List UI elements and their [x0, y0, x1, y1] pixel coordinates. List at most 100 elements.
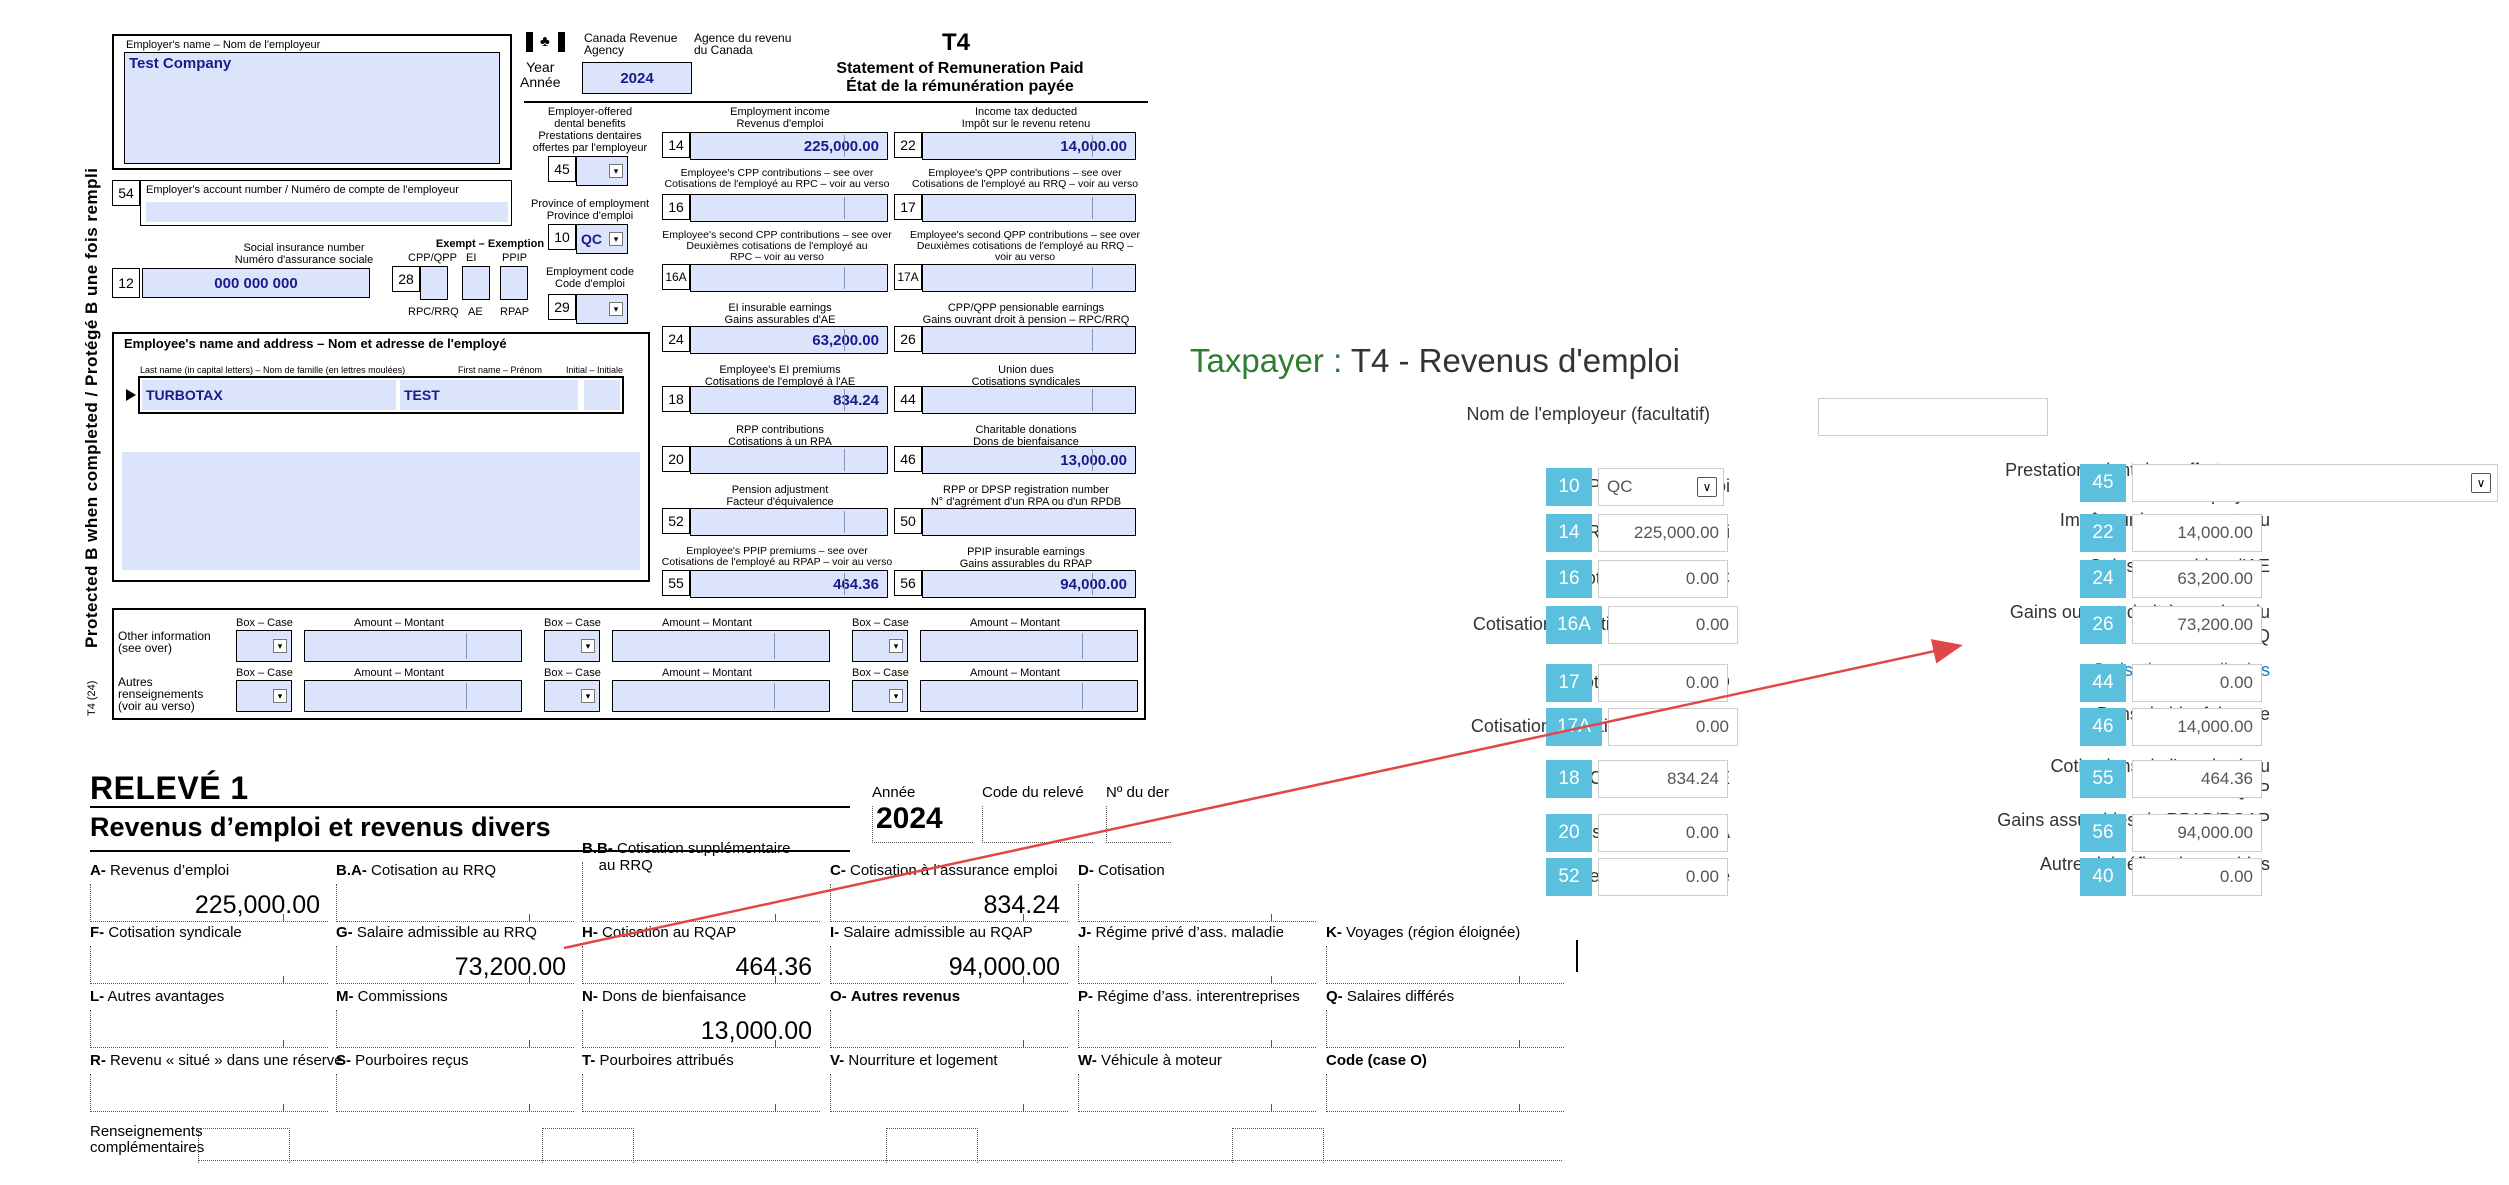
- releve-cell-q[interactable]: Q- Salaires différés: [1326, 988, 1564, 1050]
- tp-input-20[interactable]: 0.00: [1598, 814, 1728, 852]
- tp-input-55[interactable]: 464.36: [2132, 760, 2262, 798]
- renseignements-field-1[interactable]: [198, 1128, 290, 1163]
- other-info-amount-field[interactable]: [920, 630, 1138, 662]
- other-info-dropdown-icon: ▾: [889, 639, 903, 653]
- releve-cell-b[interactable]: B.A- Cotisation au RRQ: [336, 862, 574, 924]
- dental-label: Employer-offered dental benefits Prestat…: [532, 106, 648, 154]
- ppip-premiums-field[interactable]: 464.36: [690, 570, 888, 598]
- employer-name-field[interactable]: Test Company: [124, 52, 500, 164]
- tp-input-22[interactable]: 14,000.00: [2132, 514, 2262, 552]
- address-field[interactable]: [122, 452, 640, 570]
- donations-field[interactable]: 13,000.00: [922, 446, 1136, 474]
- tp-input-52[interactable]: 0.00: [1598, 858, 1728, 896]
- ei-premiums-field[interactable]: 834.24: [690, 386, 888, 414]
- releve-cell-i[interactable]: I- Salaire admissible au RQAP 94,000.00: [830, 924, 1068, 986]
- releve-cell-a[interactable]: A- Revenus d’emploi 225,000.00: [90, 862, 328, 924]
- exempt-ei-field[interactable]: [462, 266, 490, 300]
- dental-select[interactable]: ▾: [576, 156, 628, 186]
- initial-field[interactable]: [584, 380, 620, 410]
- province-select[interactable]: QC ▾: [576, 224, 628, 254]
- tp-input-14[interactable]: 225,000.00: [1598, 514, 1728, 552]
- tp-input-46[interactable]: 14,000.00: [2132, 708, 2262, 746]
- qpp-field[interactable]: [922, 194, 1136, 222]
- cpp2-field[interactable]: [690, 264, 888, 292]
- income-tax-field[interactable]: 14,000.00: [922, 132, 1136, 160]
- cpp-field[interactable]: [690, 194, 888, 222]
- other-info-box-select[interactable]: ▾: [236, 630, 292, 662]
- tp-input-40[interactable]: 0.00: [2132, 858, 2262, 896]
- renseignements-field-2[interactable]: [542, 1128, 634, 1163]
- label-14: Employment income Revenus d'emploi: [730, 106, 830, 130]
- other-info-amount-field[interactable]: [304, 630, 522, 662]
- code-releve-field[interactable]: [982, 806, 1093, 843]
- releve-cell-co[interactable]: Code (case O): [1326, 1052, 1564, 1114]
- pensionable-earnings-field[interactable]: [922, 326, 1136, 354]
- releve-cell-bb[interactable]: B.B- Cotisation supplémentaire au RRQ: [582, 840, 820, 924]
- union-dues-field[interactable]: [922, 386, 1136, 414]
- other-info-box-select[interactable]: ▾: [236, 680, 292, 712]
- releve-cell-p[interactable]: P- Régime d’ass. interentreprises: [1078, 988, 1316, 1050]
- releve-cell-n[interactable]: N- Dons de bienfaisance 13,000.00: [582, 988, 820, 1050]
- releve-cell-s[interactable]: S- Pourboires reçus: [336, 1052, 574, 1114]
- exempt-ppip-field[interactable]: [500, 266, 528, 300]
- pension-adjustment-field[interactable]: [690, 508, 888, 536]
- other-info-amount-field[interactable]: [612, 630, 830, 662]
- releve-value: 13,000.00: [700, 1017, 812, 1045]
- form-title-en: Statement of Remuneration Paid: [836, 60, 1084, 77]
- no-dernier-field[interactable]: [1106, 806, 1171, 843]
- tp-province-select[interactable]: QC ∨: [1598, 468, 1724, 506]
- releve-cell-k[interactable]: K- Voyages (région éloignée): [1326, 924, 1564, 986]
- tp-input-17[interactable]: 0.00: [1598, 664, 1728, 702]
- tp-input-44[interactable]: 0.00: [2132, 664, 2262, 702]
- exempt-cpp-field[interactable]: [420, 266, 448, 300]
- other-info-amount-field[interactable]: [920, 680, 1138, 712]
- employer-name-input[interactable]: [1818, 398, 2048, 436]
- releve-label: Nourriture et logement: [848, 1052, 998, 1069]
- releve-cell-t[interactable]: T- Pourboires attribués: [582, 1052, 820, 1114]
- releve-cell-w[interactable]: W- Véhicule à moteur: [1078, 1052, 1316, 1114]
- tp-dental-select[interactable]: ∨: [2132, 464, 2498, 502]
- releve-cell-j[interactable]: J- Régime privé d’ass. maladie: [1078, 924, 1316, 986]
- rpp-registration-field[interactable]: [922, 508, 1136, 536]
- tp-input-16[interactable]: 0.00: [1598, 560, 1728, 598]
- releve-cell-d[interactable]: D- Cotisation: [1078, 862, 1316, 924]
- tp-input-18[interactable]: 834.24: [1598, 760, 1728, 798]
- tp-input-value: 0.00: [2219, 673, 2253, 692]
- releve-cell-m[interactable]: M- Commissions: [336, 988, 574, 1050]
- tp-input-value: 464.36: [2201, 769, 2253, 788]
- releve-cell-l[interactable]: L- Autres avantages: [90, 988, 328, 1050]
- releve-cell-r[interactable]: R- Revenu « situé » dans une réserve: [90, 1052, 343, 1114]
- taxpayer-title: Taxpayer : T4 - Revenus d'emploi: [1190, 342, 1680, 380]
- rpp-field[interactable]: [690, 446, 888, 474]
- tp-input-56[interactable]: 94,000.00: [2132, 814, 2262, 852]
- renseignements-field-3[interactable]: [886, 1128, 978, 1163]
- releve-cell-h[interactable]: H- Cotisation au RQAP 464.36: [582, 924, 820, 986]
- other-info-box-select[interactable]: ▾: [852, 680, 908, 712]
- other-info-box-select[interactable]: ▾: [852, 630, 908, 662]
- releve-value: 225,000.00: [194, 891, 320, 919]
- sin-field[interactable]: 000 000 000: [142, 268, 370, 298]
- employment-income-field[interactable]: 225,000.00: [690, 132, 888, 160]
- renseignements-field-4[interactable]: [1232, 1128, 1324, 1163]
- tp-input-24[interactable]: 63,200.00: [2132, 560, 2262, 598]
- account-number-field[interactable]: [146, 202, 508, 222]
- other-info-amount-field[interactable]: [612, 680, 830, 712]
- qpp2-field[interactable]: [922, 264, 1136, 292]
- releve-cell-g[interactable]: G- Salaire admissible au RRQ 73,200.00: [336, 924, 574, 986]
- ei-earnings-field[interactable]: 63,200.00: [690, 326, 888, 354]
- tp-input-16a[interactable]: 0.00: [1608, 606, 1738, 644]
- releve-cell-c[interactable]: C- Cotisation à l’assurance emploi 834.24: [830, 862, 1068, 924]
- year-field[interactable]: 2024: [582, 62, 692, 94]
- releve-cell-f[interactable]: F- Cotisation syndicale: [90, 924, 328, 986]
- last-name-field[interactable]: TURBOTAX: [142, 380, 396, 410]
- label-50: RPP or DPSP registration number N° d'agr…: [930, 484, 1122, 508]
- employment-code-select[interactable]: ▾: [576, 294, 628, 324]
- releve-cell-v[interactable]: V- Nourriture et logement: [830, 1052, 1068, 1114]
- ppip-earnings-field[interactable]: 94,000.00: [922, 570, 1136, 598]
- other-info-box-select[interactable]: ▾: [544, 630, 600, 662]
- releve-cell-o[interactable]: O- Autres revenus: [830, 988, 1068, 1050]
- other-info-amount-field[interactable]: [304, 680, 522, 712]
- tp-input-26[interactable]: 73,200.00: [2132, 606, 2262, 644]
- first-name-field[interactable]: TEST: [400, 380, 578, 410]
- other-info-box-select[interactable]: ▾: [544, 680, 600, 712]
